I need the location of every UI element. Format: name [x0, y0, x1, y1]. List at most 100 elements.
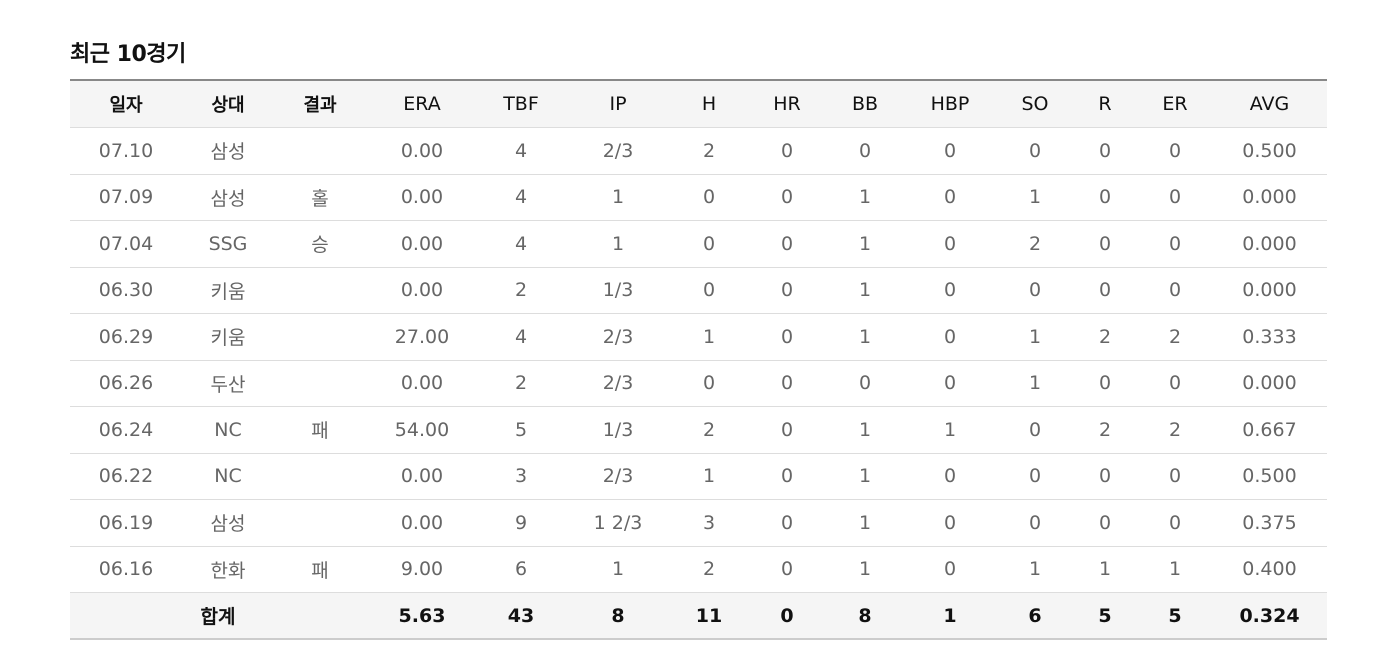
column-header-date: 일자 [70, 80, 182, 128]
cell-hbp: 0 [902, 220, 998, 268]
cell-hr: 0 [746, 174, 828, 221]
total-hbp: 1 [902, 592, 998, 640]
total-er: 5 [1138, 592, 1212, 640]
total-bb: 8 [828, 592, 902, 640]
cell-h: 0 [672, 360, 746, 407]
cell-r: 0 [1072, 360, 1138, 407]
cell-result [274, 267, 366, 314]
cell-hbp: 0 [902, 127, 998, 175]
cell-date: 06.22 [70, 453, 182, 500]
column-header-hr: HR [746, 80, 828, 128]
cell-tbf: 5 [478, 406, 564, 454]
column-header-so: SO [998, 80, 1072, 128]
cell-r: 0 [1072, 499, 1138, 547]
cell-opponent: SSG [182, 220, 274, 268]
table-row: 07.09 삼성 홀 0.00 4 1 0 0 1 0 1 0 0 0.000 [70, 174, 1327, 221]
cell-avg: 0.000 [1212, 360, 1327, 407]
total-tbf: 43 [478, 592, 564, 640]
cell-era: 9.00 [366, 546, 478, 593]
cell-er: 1 [1138, 546, 1212, 593]
total-row: 합계 5.63 43 8 11 0 8 1 6 5 5 0.324 [70, 592, 1327, 640]
cell-hr: 0 [746, 220, 828, 268]
cell-ip: 1 [564, 546, 672, 593]
column-header-hbp: HBP [902, 80, 998, 128]
cell-r: 1 [1072, 546, 1138, 593]
cell-date: 07.09 [70, 174, 182, 221]
cell-date: 06.30 [70, 267, 182, 314]
cell-r: 0 [1072, 220, 1138, 268]
cell-ip: 2/3 [564, 127, 672, 175]
cell-era: 54.00 [366, 406, 478, 454]
column-header-er: ER [1138, 80, 1212, 128]
total-h: 11 [672, 592, 746, 640]
cell-r: 0 [1072, 453, 1138, 500]
cell-r: 2 [1072, 406, 1138, 454]
cell-tbf: 3 [478, 453, 564, 500]
cell-opponent: NC [182, 453, 274, 500]
cell-opponent: NC [182, 406, 274, 454]
cell-h: 1 [672, 453, 746, 500]
cell-opponent: 삼성 [182, 127, 274, 175]
cell-hbp: 0 [902, 499, 998, 547]
cell-er: 0 [1138, 360, 1212, 407]
table-row: 07.10 삼성 0.00 4 2/3 2 0 0 0 0 0 0 0.500 [70, 127, 1327, 175]
cell-era: 0.00 [366, 360, 478, 407]
total-avg: 0.324 [1212, 592, 1327, 640]
table-row: 06.24 NC 패 54.00 5 1/3 2 0 1 1 0 2 2 0.6… [70, 406, 1327, 454]
cell-hr: 0 [746, 360, 828, 407]
cell-ip: 1/3 [564, 406, 672, 454]
column-header-avg: AVG [1212, 80, 1327, 128]
cell-bb: 1 [828, 499, 902, 547]
cell-h: 2 [672, 546, 746, 593]
total-label: 합계 [70, 592, 366, 640]
cell-era: 0.00 [366, 220, 478, 268]
cell-h: 3 [672, 499, 746, 547]
cell-result [274, 313, 366, 361]
cell-tbf: 9 [478, 499, 564, 547]
cell-result: 패 [274, 546, 366, 593]
total-ip: 8 [564, 592, 672, 640]
cell-hbp: 0 [902, 174, 998, 221]
cell-r: 2 [1072, 313, 1138, 361]
section-title: 최근 10경기 [70, 42, 186, 67]
cell-hbp: 0 [902, 360, 998, 407]
cell-r: 0 [1072, 267, 1138, 314]
cell-hr: 0 [746, 546, 828, 593]
cell-h: 0 [672, 174, 746, 221]
cell-so: 0 [998, 406, 1072, 454]
column-header-opponent: 상대 [182, 80, 274, 128]
cell-era: 0.00 [366, 453, 478, 500]
cell-er: 0 [1138, 267, 1212, 314]
cell-hbp: 0 [902, 453, 998, 500]
column-header-tbf: TBF [478, 80, 564, 128]
cell-era: 0.00 [366, 499, 478, 547]
cell-avg: 0.000 [1212, 267, 1327, 314]
cell-ip: 2/3 [564, 360, 672, 407]
cell-bb: 0 [828, 127, 902, 175]
cell-h: 2 [672, 406, 746, 454]
cell-ip: 2/3 [564, 453, 672, 500]
table-row: 07.04 SSG 승 0.00 4 1 0 0 1 0 2 0 0 0.000 [70, 220, 1327, 268]
cell-ip: 1 [564, 220, 672, 268]
cell-tbf: 2 [478, 360, 564, 407]
column-header-ip: IP [564, 80, 672, 128]
total-hr: 0 [746, 592, 828, 640]
column-header-r: R [1072, 80, 1138, 128]
cell-date: 06.26 [70, 360, 182, 407]
cell-ip: 2/3 [564, 313, 672, 361]
table-row: 06.19 삼성 0.00 9 1 2/3 3 0 1 0 0 0 0 0.37… [70, 499, 1327, 547]
table-row: 06.29 키움 27.00 4 2/3 1 0 1 0 1 2 2 0.333 [70, 313, 1327, 361]
cell-hbp: 0 [902, 313, 998, 361]
recent-games-table: 일자 상대 결과 ERA TBF IP H HR BB HBP SO R ER … [70, 79, 1327, 640]
total-r: 5 [1072, 592, 1138, 640]
cell-opponent: 한화 [182, 546, 274, 593]
column-header-h: H [672, 80, 746, 128]
cell-era: 0.00 [366, 174, 478, 221]
cell-era: 0.00 [366, 267, 478, 314]
cell-avg: 0.000 [1212, 220, 1327, 268]
cell-er: 0 [1138, 499, 1212, 547]
cell-opponent: 삼성 [182, 174, 274, 221]
cell-result [274, 453, 366, 500]
cell-er: 2 [1138, 313, 1212, 361]
cell-h: 2 [672, 127, 746, 175]
